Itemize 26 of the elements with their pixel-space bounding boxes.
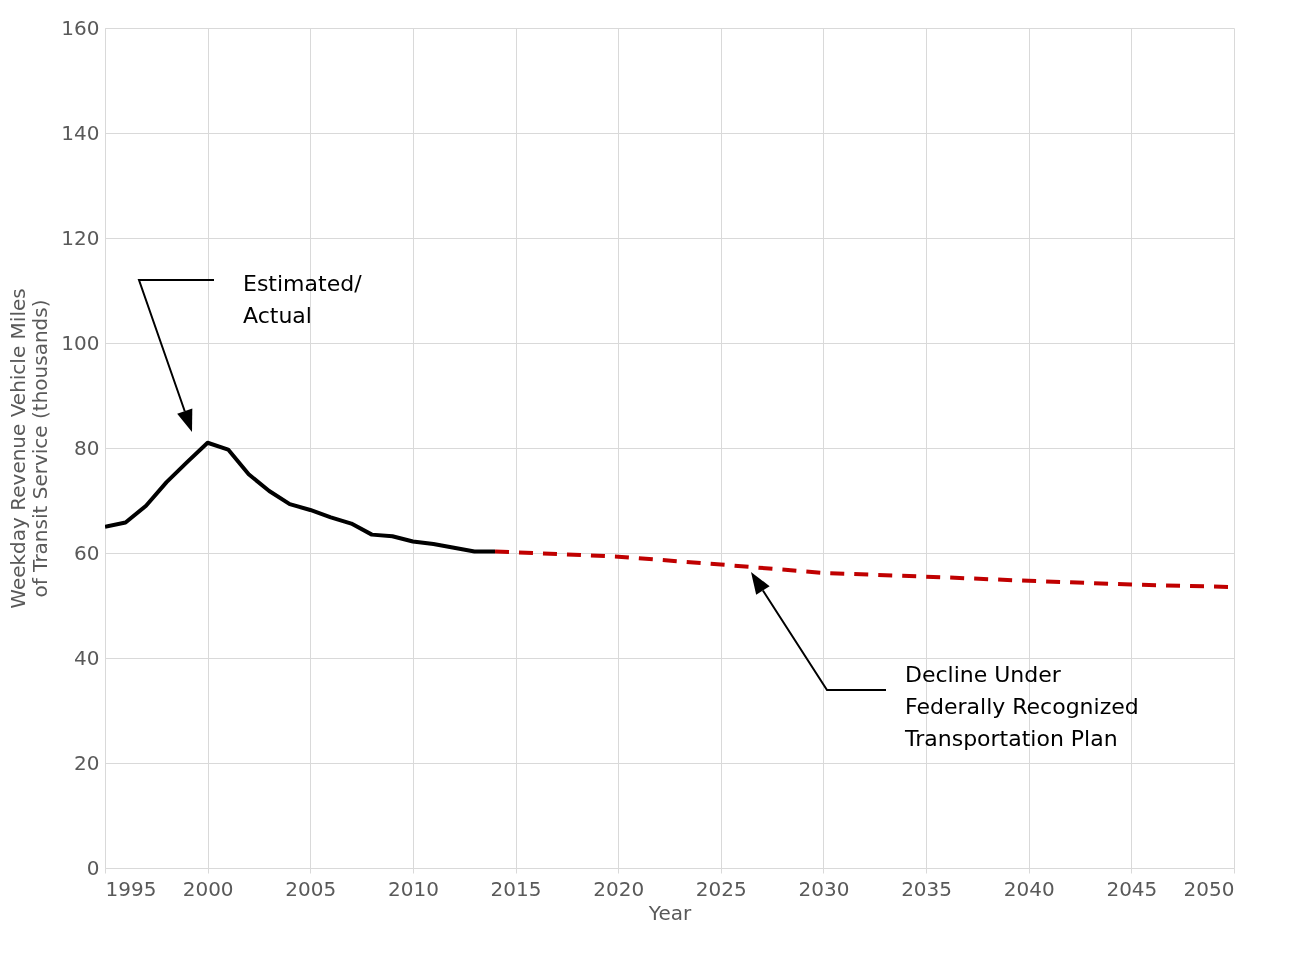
line-series bbox=[105, 440, 498, 554]
x-tick-label: 2020 bbox=[593, 876, 645, 901]
y-tick-label: 160 bbox=[61, 15, 100, 40]
y-tick-label: 140 bbox=[61, 120, 100, 145]
x-tick-label: 2035 bbox=[901, 876, 953, 901]
x-tick-label: 2010 bbox=[387, 876, 439, 901]
y-tick-label: 80 bbox=[74, 435, 100, 460]
x-tick-label: 1995 bbox=[105, 876, 157, 901]
x-tick-label: 2030 bbox=[798, 876, 850, 901]
y-axis-title: Weekday Revenue Vehicle Miles of Transit Service (thousands) bbox=[6, 288, 53, 609]
annotation: Estimated/ Actual bbox=[243, 271, 363, 328]
y-tick-label: 0 bbox=[86, 855, 100, 880]
x-tick-label: 2045 bbox=[1106, 876, 1158, 901]
x-axis-title: Year bbox=[647, 900, 692, 925]
x-tick-label: 2040 bbox=[1003, 876, 1055, 901]
x-tick-label: 2005 bbox=[285, 876, 337, 901]
y-tick-label: 40 bbox=[74, 645, 100, 670]
x-tick-label: 2050 bbox=[1183, 876, 1235, 901]
annotation: Decline Under Federally Recognized Transportation Plan bbox=[904, 662, 1139, 751]
x-tick-label: 2025 bbox=[695, 876, 747, 901]
y-tick-label: 100 bbox=[61, 330, 100, 355]
x-tick-label: 2015 bbox=[490, 876, 542, 901]
y-tick-label: 120 bbox=[61, 225, 100, 250]
y-tick-label: 60 bbox=[74, 540, 100, 565]
y-tick-label: 20 bbox=[74, 750, 100, 775]
x-tick-label: 2000 bbox=[182, 876, 234, 901]
